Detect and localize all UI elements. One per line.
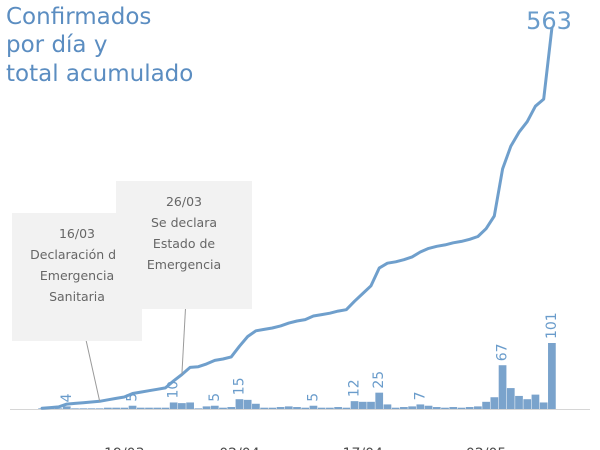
cumulative-total-label: 563	[526, 7, 572, 35]
chart-title-line-3: total acumulado	[6, 61, 194, 87]
annotation-1-date: 16/03	[58, 226, 96, 241]
bar	[62, 406, 71, 409]
bar-value-label: 101	[544, 312, 560, 339]
bar	[523, 399, 532, 409]
bar-value-label: 5	[207, 393, 223, 402]
bar	[326, 407, 334, 409]
bar	[441, 407, 449, 409]
cumulative-line	[40, 26, 554, 410]
bar	[358, 401, 367, 409]
bar	[334, 407, 342, 409]
bar	[145, 407, 153, 409]
bar	[474, 406, 482, 409]
bar	[515, 395, 523, 409]
bar	[153, 407, 162, 409]
bar	[227, 407, 236, 409]
bar	[194, 408, 203, 409]
annotation-2-line-1: Se declara	[150, 215, 218, 230]
x-tick-label: 19/03	[104, 446, 144, 450]
bar-value-label: 12	[347, 379, 363, 397]
annotation-1-line-2: Emergencia	[39, 268, 115, 283]
bar	[457, 407, 466, 409]
bar	[449, 407, 458, 409]
bar	[120, 407, 129, 409]
bar	[383, 404, 392, 409]
annotation-1-line-3: Sanitaria	[49, 289, 105, 304]
bar-value-label: 4	[59, 393, 75, 402]
annotation-pointer	[181, 298, 187, 375]
bar	[490, 397, 499, 409]
bar	[276, 407, 285, 409]
bar	[252, 403, 260, 409]
bar	[506, 388, 515, 409]
bar	[539, 402, 548, 409]
bar	[95, 408, 104, 409]
bar	[293, 407, 301, 409]
bar	[350, 401, 359, 409]
bar	[79, 408, 88, 409]
bar-value-label: 7	[412, 392, 428, 401]
bar	[482, 401, 490, 409]
bar	[531, 394, 540, 409]
bar	[202, 406, 211, 409]
annotation-2-line-3: Emergencia	[146, 257, 222, 272]
bar	[391, 407, 400, 409]
bar	[186, 402, 194, 409]
bar-value-label: 25	[371, 371, 387, 389]
bar-value-label: 10	[166, 381, 182, 399]
bar	[128, 405, 137, 409]
bar	[432, 407, 441, 409]
bar	[309, 405, 318, 409]
bar	[268, 407, 277, 409]
bar	[465, 407, 474, 409]
bar	[243, 399, 252, 409]
bar	[219, 407, 227, 409]
x-tick-label: 02/04	[219, 446, 259, 450]
bar	[169, 402, 178, 409]
annotation-2-date: 26/03	[165, 194, 203, 209]
bar	[284, 406, 293, 409]
bar	[375, 392, 384, 409]
x-tick-label: 17/04	[343, 446, 383, 450]
bar	[178, 403, 186, 409]
bar	[498, 365, 507, 409]
bar	[112, 407, 120, 409]
bar-value-label: 5	[305, 393, 321, 402]
bar	[161, 407, 170, 409]
bar	[71, 408, 79, 409]
bar	[400, 407, 408, 409]
bar	[408, 406, 416, 409]
bar-value-label: 5	[125, 393, 141, 402]
annotation-callout-2: 26/03 Se declara Estado de Emergencia	[116, 181, 252, 309]
bar	[136, 407, 145, 409]
bar	[210, 405, 219, 409]
bar-value-label: 67	[495, 343, 511, 361]
bar	[367, 401, 375, 409]
bar	[342, 407, 351, 409]
annotation-pointer	[83, 330, 101, 402]
bar-value-label: 15	[231, 377, 247, 395]
chart-title-line-1: Confirmados	[6, 4, 152, 30]
bar	[235, 399, 244, 409]
bar	[54, 408, 63, 409]
annotation-2-line-2: Estado de	[152, 236, 216, 251]
bar	[548, 343, 556, 409]
bar	[87, 408, 96, 409]
bar	[104, 407, 112, 409]
bar	[416, 404, 425, 409]
bar	[317, 407, 326, 409]
chart-title-line-2: por día y	[6, 32, 108, 58]
bar	[424, 405, 433, 409]
x-tick-label: 02/05	[466, 446, 506, 450]
bar	[260, 407, 268, 409]
annotation-1-line-1: Declaración de	[30, 247, 124, 262]
bar	[301, 407, 310, 409]
